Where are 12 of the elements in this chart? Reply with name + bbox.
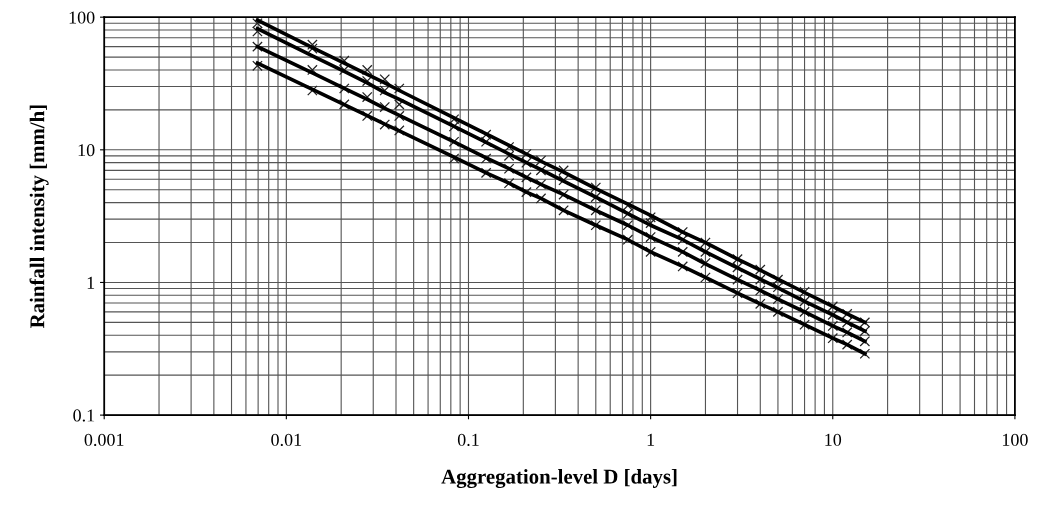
x-tick-label: 0.001 bbox=[84, 433, 124, 446]
x-axis-title: Aggregation-level D [days] bbox=[441, 468, 677, 489]
x-tick-label: 100 bbox=[1002, 433, 1028, 446]
x-tick-label: 1 bbox=[647, 433, 655, 446]
y-axis-title: Rainfall intensity [mm/h] bbox=[29, 105, 49, 329]
y-tick-label: 1 bbox=[87, 276, 95, 289]
y-tick-label: 100 bbox=[69, 11, 95, 24]
x-tick-label: 10 bbox=[825, 433, 842, 446]
y-tick-label: 10 bbox=[78, 144, 95, 157]
x-tick-label: 0.1 bbox=[457, 433, 479, 446]
x-tick-label: 0.01 bbox=[271, 433, 302, 446]
y-tick-label: 0.1 bbox=[73, 409, 95, 422]
